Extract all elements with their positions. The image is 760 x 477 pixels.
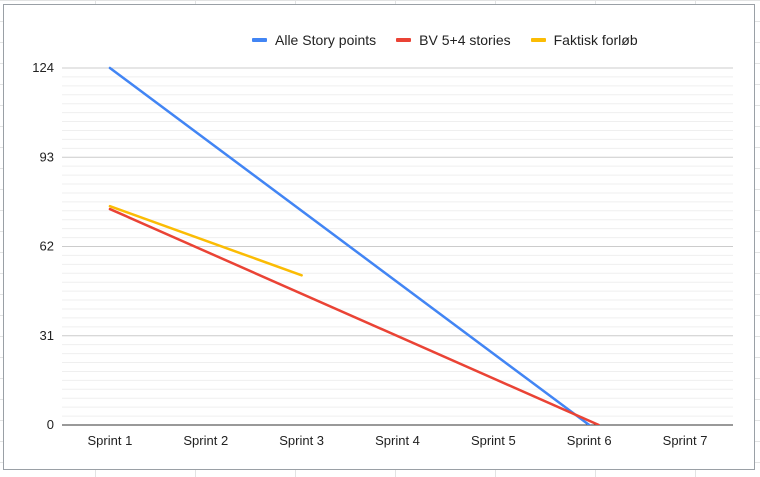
series-line-alle-story-points <box>108 66 591 425</box>
series-line-faktisk-forl-b <box>108 204 303 277</box>
y-tick-label: 62 <box>40 239 54 254</box>
series-line-bv-5-4-stories <box>108 207 601 425</box>
x-tick-label: Sprint 1 <box>88 433 133 448</box>
x-tick-label: Sprint 3 <box>279 433 324 448</box>
legend-swatch-alle-story-points <box>252 38 267 42</box>
legend-label-faktisk-forlob: Faktisk forløb <box>553 32 638 48</box>
legend-item-faktisk-forlob[interactable]: Faktisk forløb <box>530 32 638 48</box>
legend-item-alle-story-points[interactable]: Alle Story points <box>252 32 376 48</box>
legend-label-bv-stories: BV 5+4 stories <box>419 32 511 48</box>
chart-legend: Alle Story points BV 5+4 stories Faktisk… <box>252 32 638 48</box>
legend-label-alle-story-points: Alle Story points <box>275 32 377 48</box>
x-tick-label: Sprint 5 <box>471 433 516 448</box>
y-tick-label: 124 <box>32 60 54 75</box>
x-tick-label: Sprint 7 <box>663 433 708 448</box>
x-tick-label: Sprint 4 <box>375 433 420 448</box>
x-tick-label: Sprint 6 <box>567 433 612 448</box>
y-tick-label: 0 <box>47 417 54 432</box>
x-tick-label: Sprint 2 <box>183 433 228 448</box>
legend-swatch-faktisk-forlob <box>530 38 546 42</box>
y-tick-label: 31 <box>40 328 54 343</box>
line-chart: 0 31 62 93 124 Sprint 1 Sprint 2 Sprint 3 Sprint… <box>32 60 733 448</box>
y-tick-label: 93 <box>40 149 54 164</box>
legend-item-bv-stories[interactable]: BV 5+4 stories <box>396 32 511 48</box>
legend-swatch-bv-stories <box>396 38 412 42</box>
chart-frame: Alle Story points BV 5+4 stories Faktisk… <box>3 4 755 470</box>
